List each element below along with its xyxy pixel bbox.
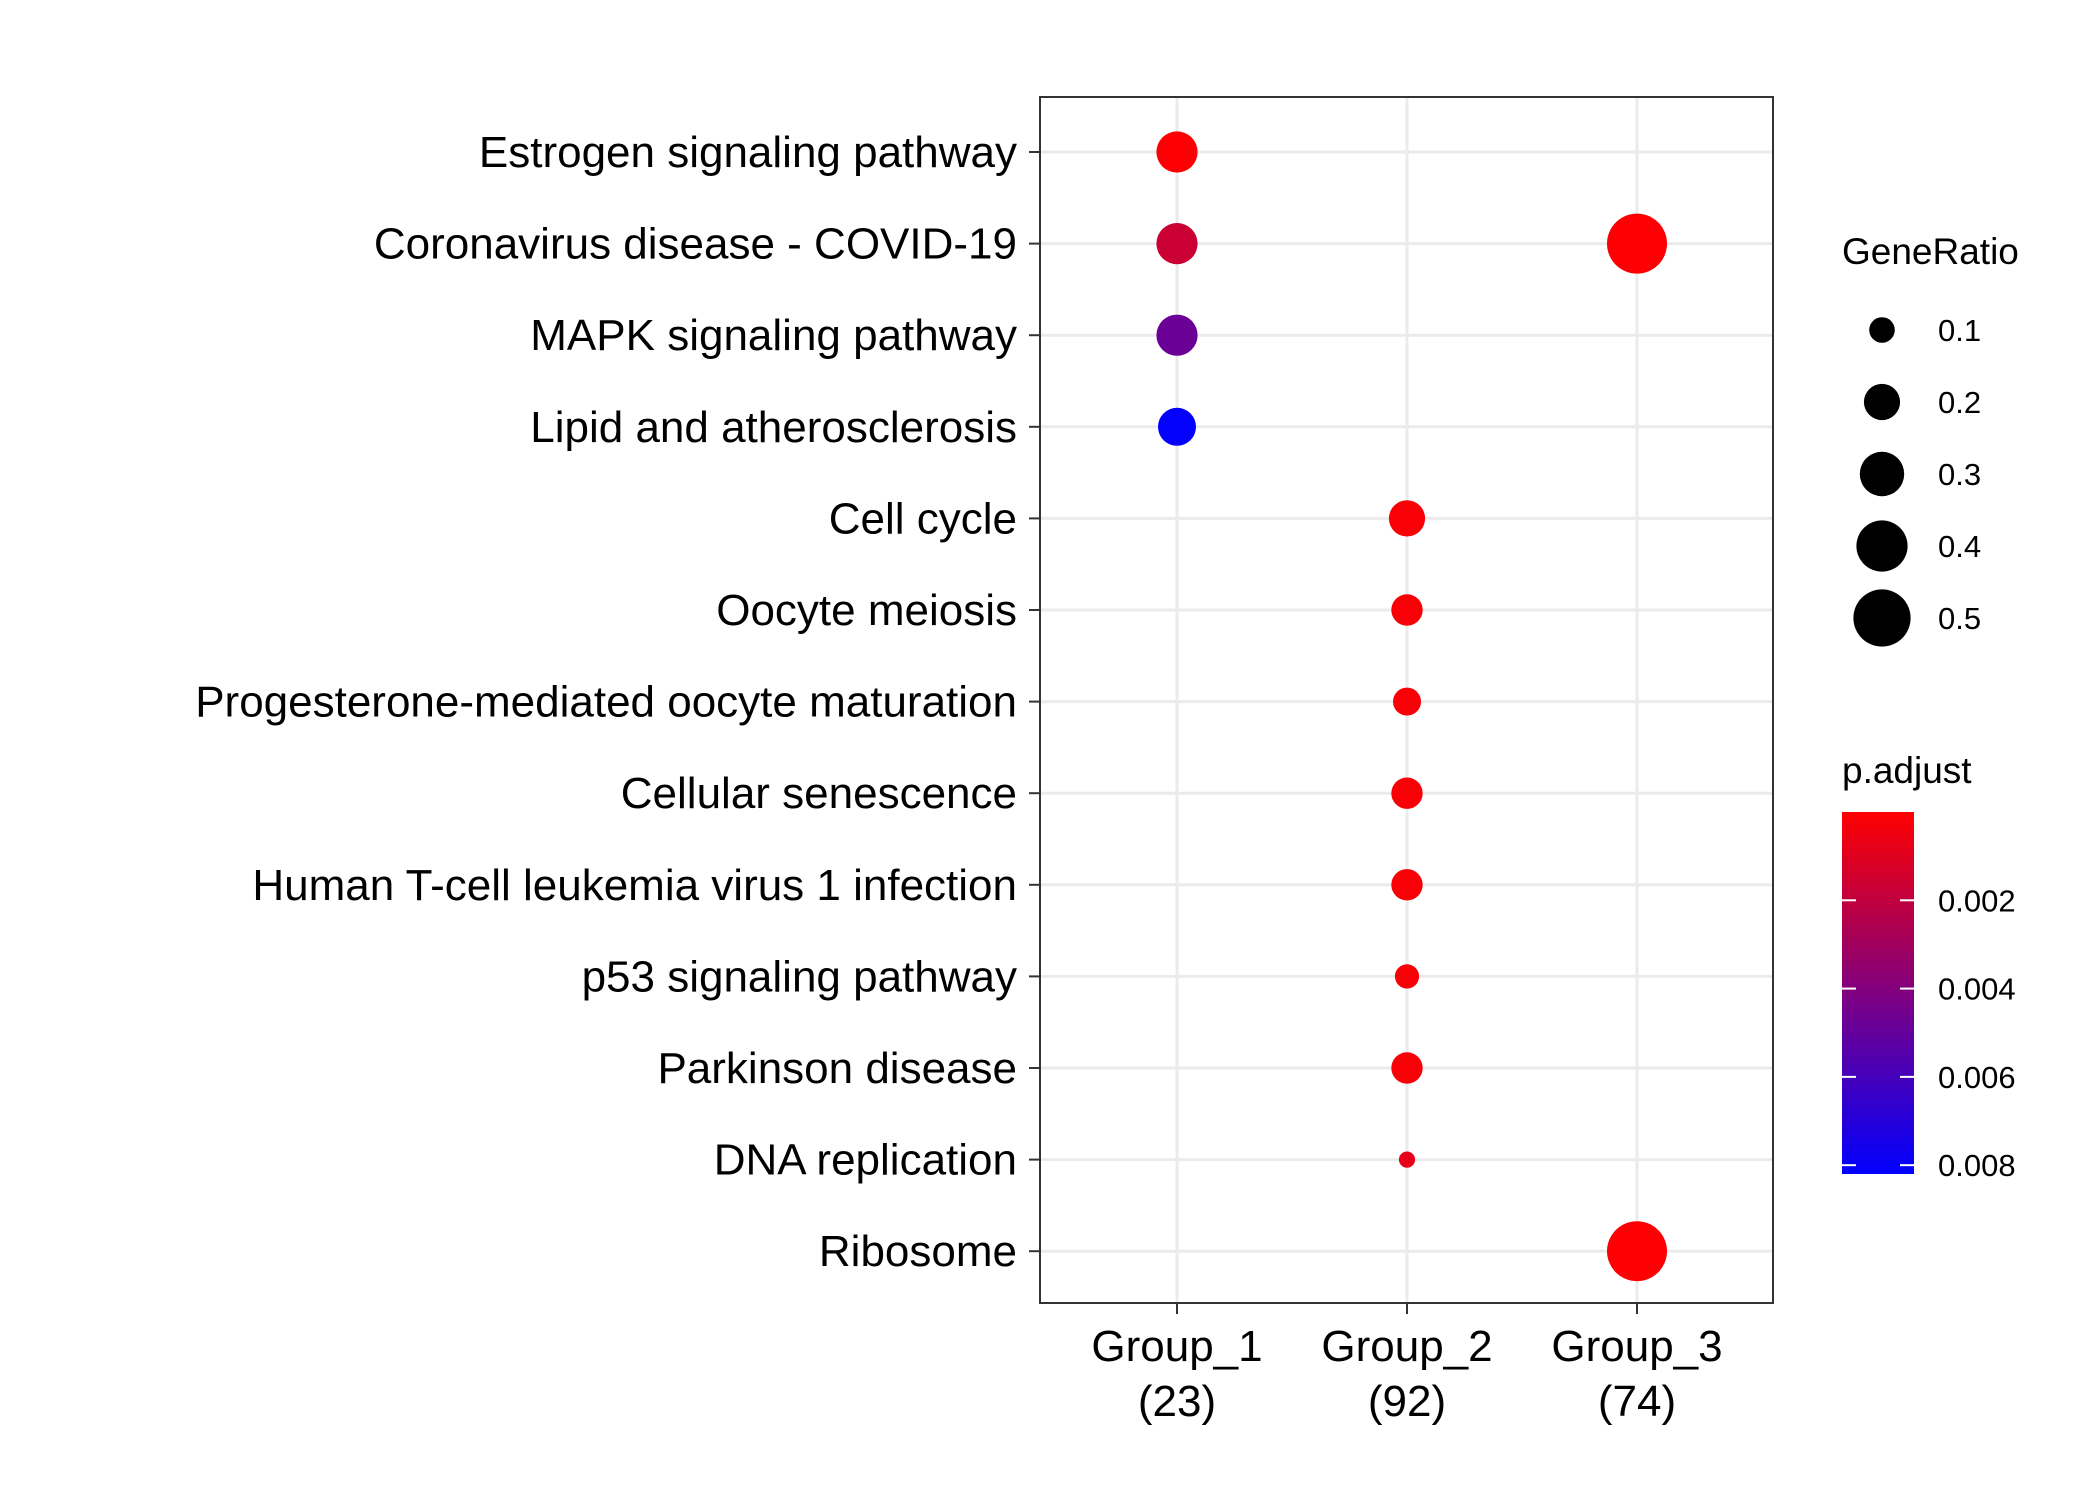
y-tick-label: Estrogen signaling pathway xyxy=(479,128,1017,177)
color-legend: p.adjust 0.002 0.004 0.006 0.008 xyxy=(1842,750,2016,1183)
colorbar-label: 0.008 xyxy=(1938,1148,2016,1183)
data-point xyxy=(1391,869,1423,901)
data-point xyxy=(1394,964,1420,989)
size-legend-label: 0.4 xyxy=(1938,529,1981,564)
color-legend-title: p.adjust xyxy=(1842,750,1972,791)
size-legend-key xyxy=(1869,317,1895,343)
x-tick-count: (23) xyxy=(1138,1377,1216,1426)
data-point xyxy=(1607,213,1667,274)
x-tick-label: Group_1 xyxy=(1091,1322,1262,1371)
data-point xyxy=(1158,407,1196,446)
y-tick-label: Parkinson disease xyxy=(657,1044,1017,1093)
data-points xyxy=(1156,131,1667,1282)
y-tick-label: p53 signaling pathway xyxy=(582,952,1017,1001)
size-legend-label: 0.5 xyxy=(1938,601,1981,636)
x-tick-count: (92) xyxy=(1368,1377,1446,1426)
y-tick-label: Lipid and atherosclerosis xyxy=(530,403,1017,452)
y-tick-label: DNA replication xyxy=(714,1136,1017,1185)
y-tick-label: Coronavirus disease - COVID-19 xyxy=(374,220,1017,269)
colorbar-label: 0.006 xyxy=(1938,1060,2016,1095)
data-point xyxy=(1398,1151,1416,1168)
data-point xyxy=(1393,687,1421,716)
x-tick-label: Group_3 xyxy=(1551,1322,1722,1371)
data-point xyxy=(1156,223,1198,265)
size-legend-key xyxy=(1863,383,1901,421)
size-legend-key xyxy=(1853,589,1911,647)
y-axis: Estrogen signaling pathway Coronavirus di… xyxy=(195,128,1040,1276)
colorbar xyxy=(1842,812,1914,1174)
y-tick-label: Cell cycle xyxy=(829,494,1017,543)
x-tick-count: (74) xyxy=(1598,1377,1676,1426)
size-legend-key xyxy=(1856,520,1908,572)
y-tick-label: Oocyte meiosis xyxy=(716,586,1017,635)
x-tick-label: Group_2 xyxy=(1321,1322,1492,1371)
colorbar-label: 0.004 xyxy=(1938,972,2016,1007)
data-point xyxy=(1607,1221,1667,1282)
data-point xyxy=(1391,1052,1423,1084)
y-tick-label: Human T-cell leukemia virus 1 infection xyxy=(252,861,1017,910)
size-legend: GeneRatio 0.1 0.2 0.3 0.4 0.5 xyxy=(1842,231,2019,647)
y-tick-label: MAPK signaling pathway xyxy=(530,311,1017,360)
size-legend-label: 0.2 xyxy=(1938,385,1981,420)
size-legend-key xyxy=(1859,451,1905,497)
y-tick-label: Ribosome xyxy=(819,1227,1017,1276)
data-point xyxy=(1156,131,1198,173)
y-tick-label: Cellular senescence xyxy=(621,769,1017,818)
colorbar-label: 0.002 xyxy=(1938,883,2016,918)
size-legend-title: GeneRatio xyxy=(1842,231,2019,272)
size-legend-label: 0.1 xyxy=(1938,313,1981,348)
data-point xyxy=(1391,777,1423,809)
data-point xyxy=(1388,500,1426,537)
data-point xyxy=(1391,594,1423,626)
size-legend-label: 0.3 xyxy=(1938,457,1981,492)
x-axis: Group_1 (23) Group_2 (92) Group_3 (74) xyxy=(1091,1303,1723,1426)
y-tick-label: Progesterone-mediated oocyte maturation xyxy=(195,678,1017,727)
data-point xyxy=(1156,314,1198,356)
